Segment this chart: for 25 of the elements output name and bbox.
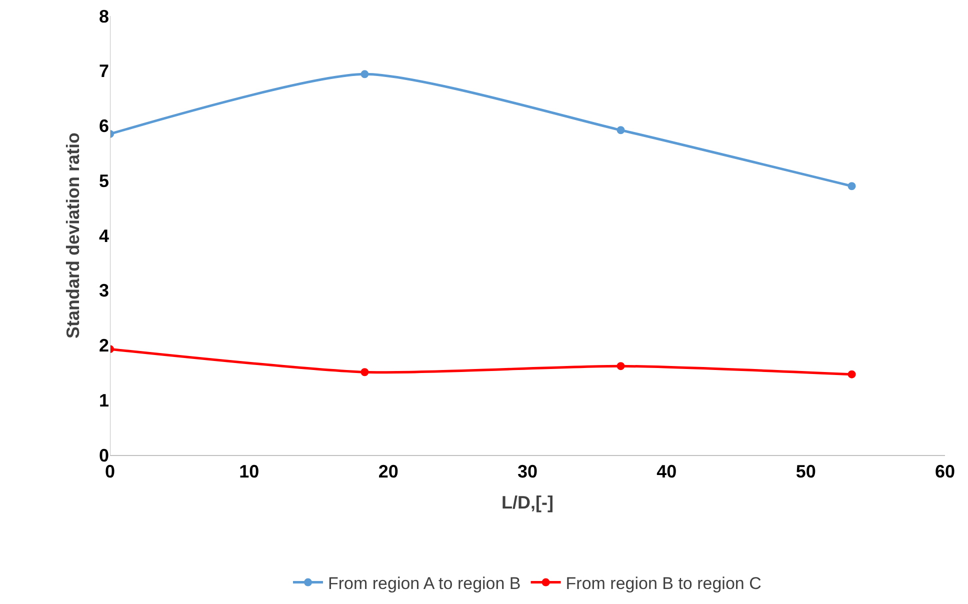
y-axis-title: Standard deviation ratio	[63, 132, 84, 339]
x-tick-label: 20	[378, 462, 398, 482]
point	[616, 362, 625, 370]
y-tick-label: 0	[98, 445, 109, 466]
point	[848, 370, 856, 378]
point	[360, 70, 369, 78]
x-tick-label: 40	[656, 462, 677, 482]
point	[616, 126, 625, 134]
x-tick-label: 10	[239, 462, 260, 482]
y-tick-label: 2	[98, 336, 109, 356]
y-tick-label: 6	[98, 116, 109, 136]
x-tick-label: 50	[796, 462, 816, 482]
y-tick-label: 8	[98, 6, 109, 26]
y-tick-label: 7	[98, 61, 109, 82]
legend-label: From region A to region B	[328, 574, 521, 593]
x-axis-title: L/D,[-]	[502, 492, 554, 513]
y-tick-label: 4	[98, 226, 109, 246]
y-tick-label: 1	[98, 390, 109, 410]
point	[848, 182, 856, 190]
legend-label: From region B to region C	[566, 574, 762, 593]
x-tick-label: 30	[517, 462, 538, 482]
x-tick-label: 60	[934, 462, 956, 482]
y-tick-label: 3	[98, 280, 109, 301]
point	[360, 368, 369, 376]
y-tick-label: 5	[98, 170, 109, 191]
